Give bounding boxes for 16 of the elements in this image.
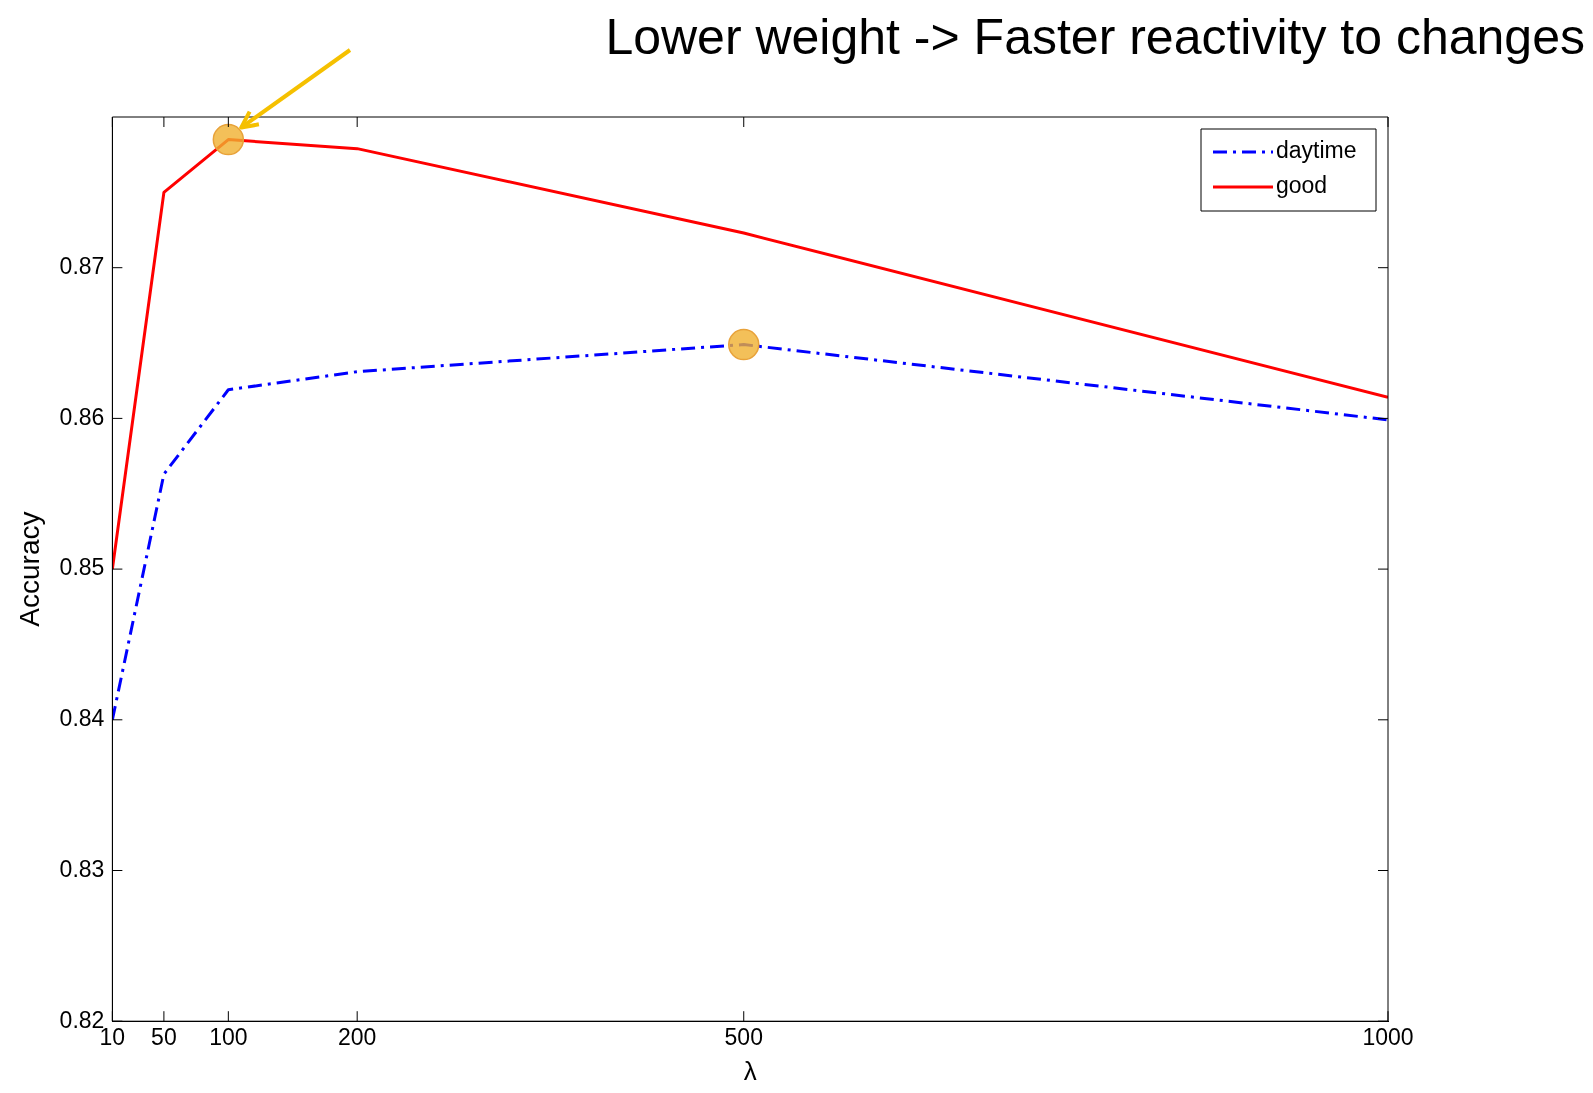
line-series [112,343,1388,722]
x-tick-label: 50 [151,1024,177,1051]
y-tick-label: 0.84 [59,705,105,732]
y-tick-label: 0.85 [59,554,105,581]
y-tick-label: 0.87 [59,253,105,280]
x-tick-label: 1000 [1362,1024,1414,1051]
y-tick-label: 0.86 [59,403,105,430]
x-tick-label: 100 [209,1024,248,1051]
x-axis-title: λ [743,1055,757,1086]
x-tick-label: 200 [338,1024,377,1051]
legend-label: good [1276,172,1328,199]
y-tick-label: 0.83 [59,855,105,882]
text: Lower weight -> Faster reactivity to changes [605,8,1585,65]
x-tick-label: 500 [724,1024,763,1051]
y-axis-title: Accuracy [13,511,45,627]
legend-label: daytime [1276,137,1357,164]
